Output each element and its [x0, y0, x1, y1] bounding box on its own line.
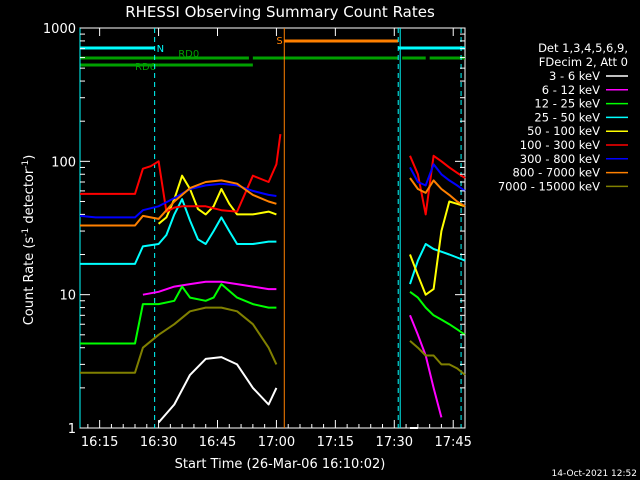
x-tick-label: 17:45 — [434, 435, 471, 450]
x-axis-label: Start Time (26-Mar-06 16:10:02) — [175, 457, 386, 472]
x-tick-label: 16:30 — [140, 435, 177, 450]
legend-label: 25 - 50 keV — [534, 110, 600, 124]
legend: Det 1,3,4,5,6,9, FDecim 2, Att 0 3 - 6 k… — [498, 41, 628, 193]
annotation-rd6: RD6 — [135, 62, 156, 73]
annotation-rd0: RD0 — [178, 49, 199, 60]
legend-label: 800 - 7000 keV — [512, 166, 600, 180]
series-line-4 — [157, 174, 466, 296]
x-tick-label: 17:30 — [376, 435, 413, 450]
series-line-5 — [80, 133, 466, 216]
x-tick-label: 17:00 — [258, 435, 295, 450]
chart-title: RHESSI Observing Summary Count Rates — [125, 3, 435, 21]
annotation-s: S — [276, 36, 282, 47]
x-tick-label: 16:45 — [199, 435, 236, 450]
legend-label: 3 - 6 keV — [549, 69, 600, 83]
series-group — [79, 133, 466, 429]
series-line-2 — [80, 283, 466, 345]
y-tick-label: 100 — [51, 155, 76, 170]
legend-header-line-1: Det 1,3,4,5,6,9, — [538, 41, 628, 55]
legend-label: 300 - 800 keV — [520, 152, 600, 166]
time-markers — [79, 28, 462, 428]
series-line-0 — [157, 356, 418, 429]
legend-label: 7000 - 15000 keV — [498, 179, 600, 193]
series-line-7 — [80, 177, 466, 227]
status-bars: N RD0 RD6 S — [80, 36, 465, 73]
legend-label: 6 - 12 keV — [542, 83, 600, 97]
y-axis-label: Count Rate (s-1 detector-1) — [21, 155, 37, 326]
legend-label: 12 - 25 keV — [534, 97, 600, 111]
series-line-8 — [80, 306, 466, 376]
series-line-6 — [79, 163, 466, 219]
legend-label: 100 - 300 keV — [520, 138, 600, 152]
axis-ticks: 16:15 16:30 16:45 17:00 17:15 17:30 17:45 1 10 10… — [43, 22, 472, 450]
y-tick-label: 1000 — [43, 22, 76, 37]
x-tick-label: 16:15 — [81, 435, 118, 450]
legend-header-line-2: FDecim 2, Att 0 — [539, 55, 628, 69]
y-tick-label: 10 — [59, 289, 76, 304]
legend-label: 50 - 100 keV — [527, 124, 600, 138]
series-line-3 — [80, 198, 466, 285]
generation-timestamp: 14-Oct-2021 12:52 — [552, 469, 637, 479]
y-tick-label: 1 — [68, 422, 76, 437]
annotation-n: N — [157, 44, 164, 55]
x-tick-label: 17:15 — [317, 435, 354, 450]
